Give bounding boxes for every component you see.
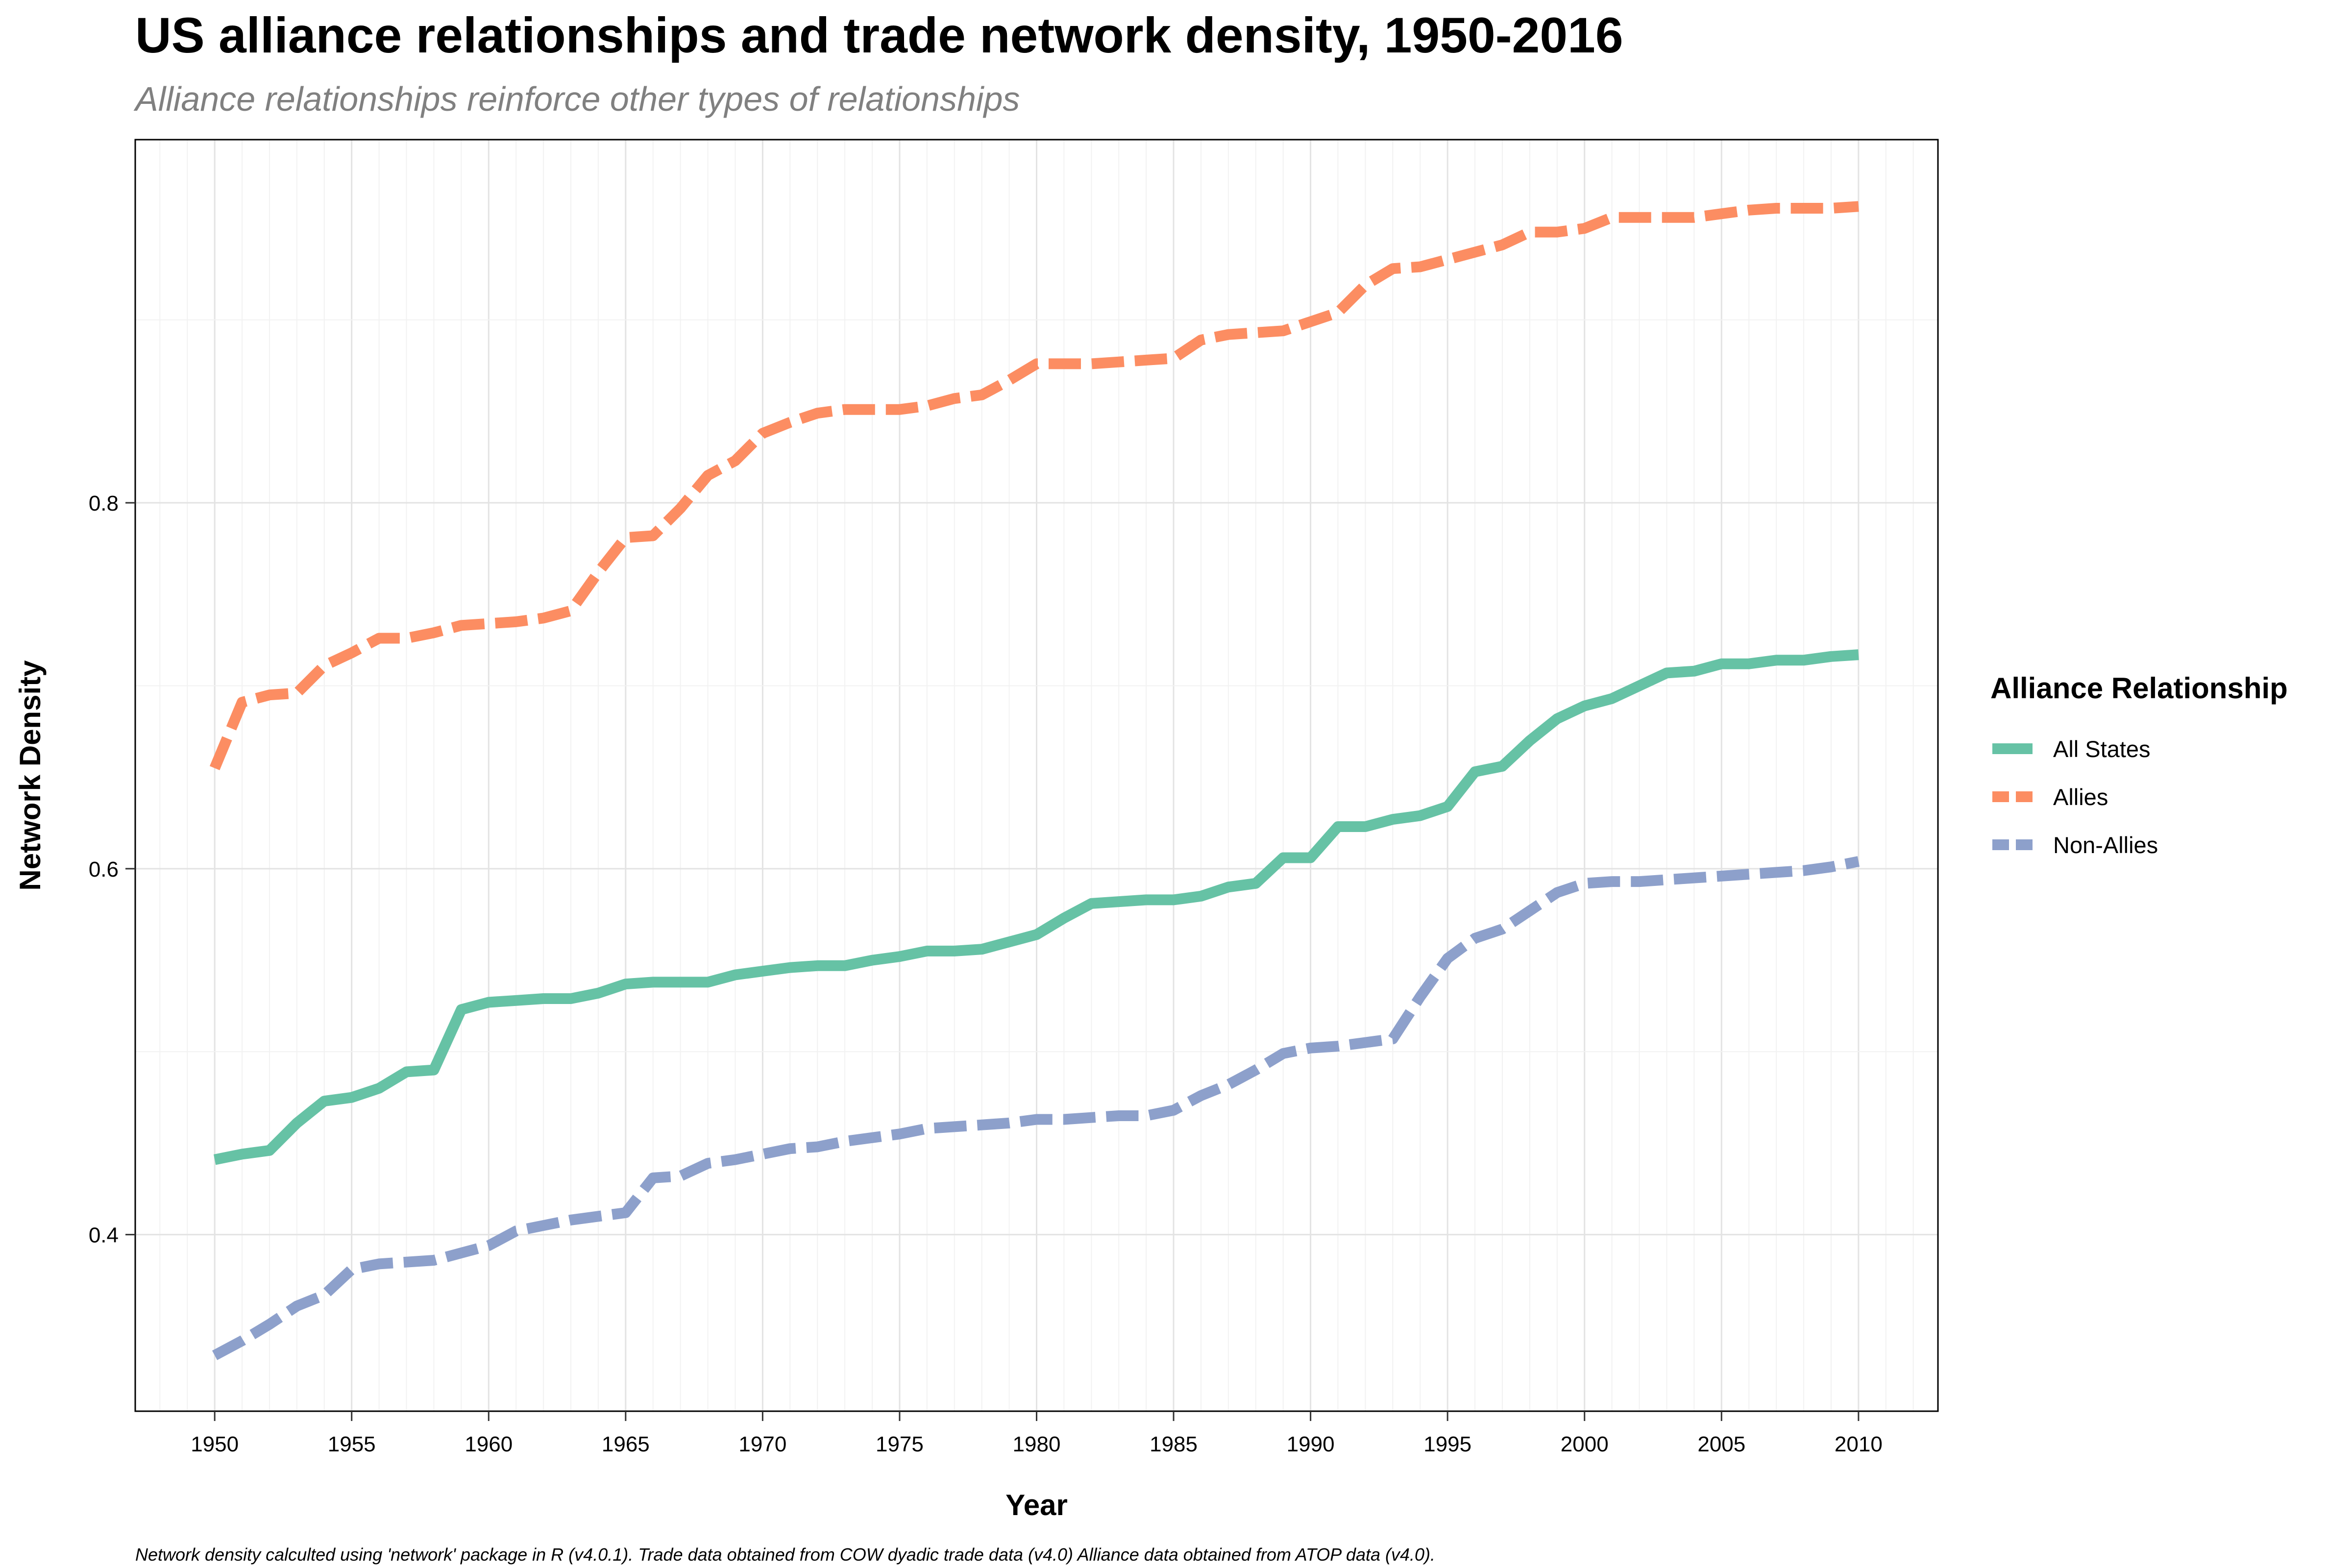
x-tick-label: 1985 [1150, 1432, 1198, 1456]
legend: Alliance Relationship All States Allies … [1990, 671, 2288, 869]
chart-subtitle: Alliance relationships reinforce other t… [135, 80, 1020, 118]
legend-key-allies [1992, 791, 2033, 802]
legend-title: Alliance Relationship [1990, 672, 2288, 705]
legend-item-all-states: All States [1990, 725, 2288, 773]
chart-title: US alliance relationships and trade netw… [135, 7, 1623, 63]
grid-lines [135, 140, 1938, 1411]
legend-label-allies: Allies [2053, 784, 2108, 810]
legend-key-all-states [1992, 743, 2033, 754]
y-axis-label: Network Density [14, 660, 47, 891]
legend-label-all-states: All States [2053, 735, 2151, 762]
x-tick-label: 1965 [602, 1432, 650, 1456]
x-tick-label: 2005 [1697, 1432, 1745, 1456]
series-line-all-states [213, 649, 1859, 1165]
plot-area: 1950 1955 1960 1965 1970 1975 1980 1985 1990 1995… [14, 139, 1939, 1521]
x-tick-label: 1990 [1287, 1432, 1335, 1456]
x-tick-label: 1975 [876, 1432, 924, 1456]
x-tick-label: 1970 [738, 1432, 786, 1456]
legend-item-allies: Allies [1990, 773, 2288, 821]
legend-key-non-allies [1992, 839, 2033, 850]
x-tick-label: 1980 [1013, 1432, 1061, 1456]
axes: 1950 1955 1960 1965 1970 1975 1980 1985 1990 1995… [89, 491, 1883, 1456]
x-tick-label: 1960 [465, 1432, 513, 1456]
chart-caption: Network density calculted using 'network… [135, 1544, 1436, 1565]
series-line-non-allies [212, 856, 1860, 1360]
x-axis-label: Year [1005, 1489, 1068, 1521]
y-tick-label: 0.6 [89, 858, 119, 882]
legend-item-non-allies: Non-Allies [1990, 821, 2288, 869]
y-tick-label: 0.4 [89, 1224, 119, 1248]
legend-label-non-allies: Non-Allies [2053, 832, 2158, 858]
y-tick-label: 0.8 [89, 491, 119, 515]
series-line-allies [209, 201, 1859, 770]
x-tick-label: 2000 [1561, 1432, 1609, 1456]
x-tick-label: 2010 [1835, 1432, 1883, 1456]
x-tick-label: 1955 [328, 1432, 376, 1456]
x-tick-label: 1950 [191, 1432, 239, 1456]
x-tick-label: 1995 [1423, 1432, 1471, 1456]
series-lines [209, 201, 1860, 1360]
